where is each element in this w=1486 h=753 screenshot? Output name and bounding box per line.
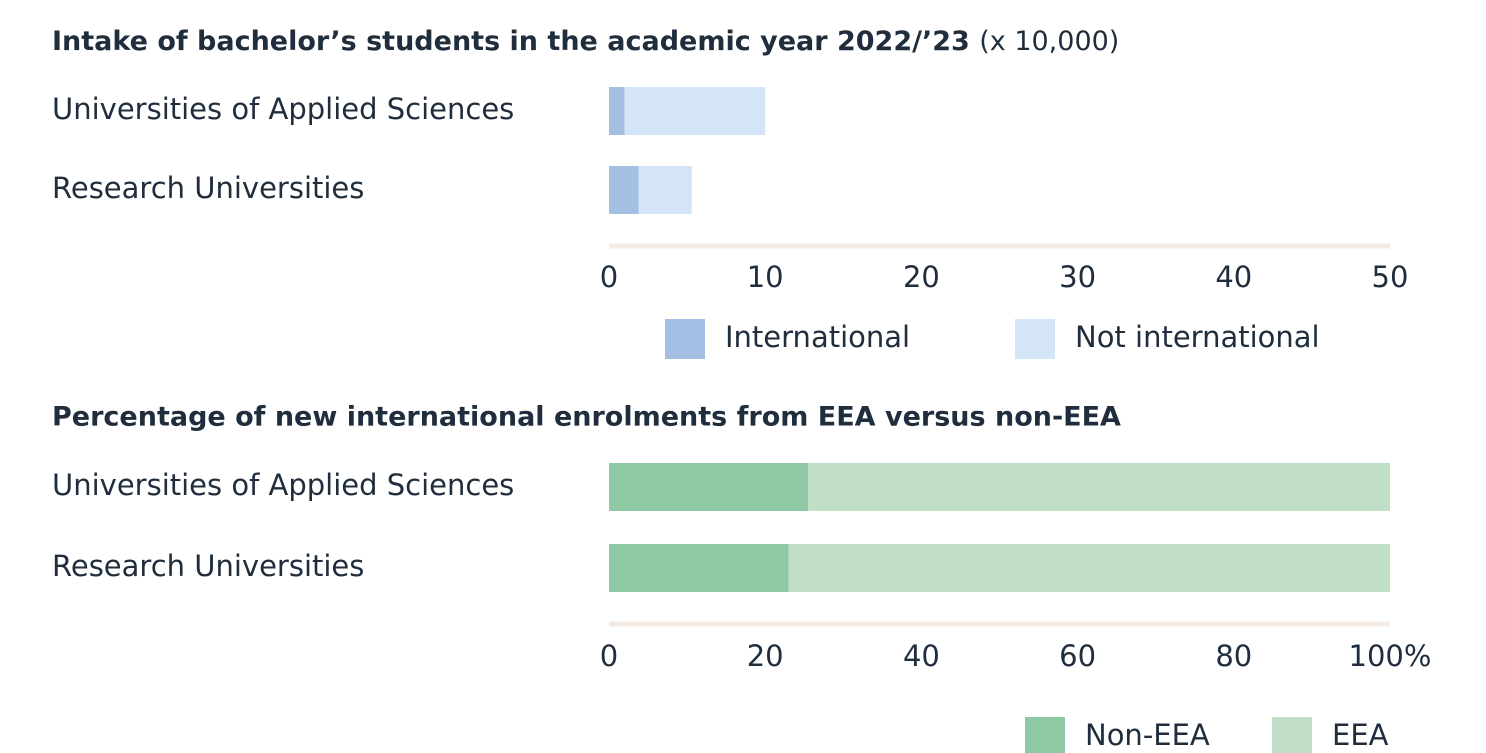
legend-label: EEA: [1332, 718, 1389, 752]
x-tick-label: 20: [903, 260, 940, 294]
category-label: Universities of Applied Sciences: [52, 468, 514, 502]
bar-segment: [808, 463, 1390, 511]
legend-label: Not international: [1075, 320, 1320, 354]
chart-title: Percentage of new international enrolmen…: [52, 402, 1121, 433]
bar-segment: [638, 166, 692, 214]
x-tick-label: 80: [1215, 639, 1252, 673]
x-tick-label: 0: [600, 260, 618, 294]
legend-label: Non-EEA: [1085, 718, 1210, 752]
x-tick-label: 50: [1372, 260, 1409, 294]
x-tick-label: 20: [747, 639, 784, 673]
x-tick-label: 10: [747, 260, 784, 294]
legend-swatch: [1015, 319, 1055, 359]
x-tick-label: 0: [600, 639, 618, 673]
bar-segment: [609, 463, 809, 511]
bar-segment: [609, 166, 639, 214]
bar-segment: [788, 544, 1390, 592]
x-tick-label: 30: [1059, 260, 1096, 294]
bar-segment: [609, 544, 789, 592]
legend-swatch: [1272, 717, 1312, 753]
x-tick-label: 100%: [1349, 639, 1432, 673]
chart-title: Intake of bachelor’s students in the aca…: [52, 26, 1119, 57]
legend-swatch: [665, 319, 705, 359]
category-label: Research Universities: [52, 549, 364, 583]
x-tick-label: 40: [903, 639, 940, 673]
bar-segment: [624, 87, 766, 135]
category-label: Research Universities: [52, 171, 364, 205]
x-tick-label: 60: [1059, 639, 1096, 673]
bar-segment: [609, 87, 625, 135]
category-label: Universities of Applied Sciences: [52, 92, 514, 126]
legend-label: International: [725, 320, 910, 354]
title-note: (x 10,000): [979, 26, 1119, 57]
x-tick-label: 40: [1215, 260, 1252, 294]
legend-swatch: [1025, 717, 1065, 753]
title-main: Intake of bachelor’s students in the aca…: [52, 26, 970, 57]
